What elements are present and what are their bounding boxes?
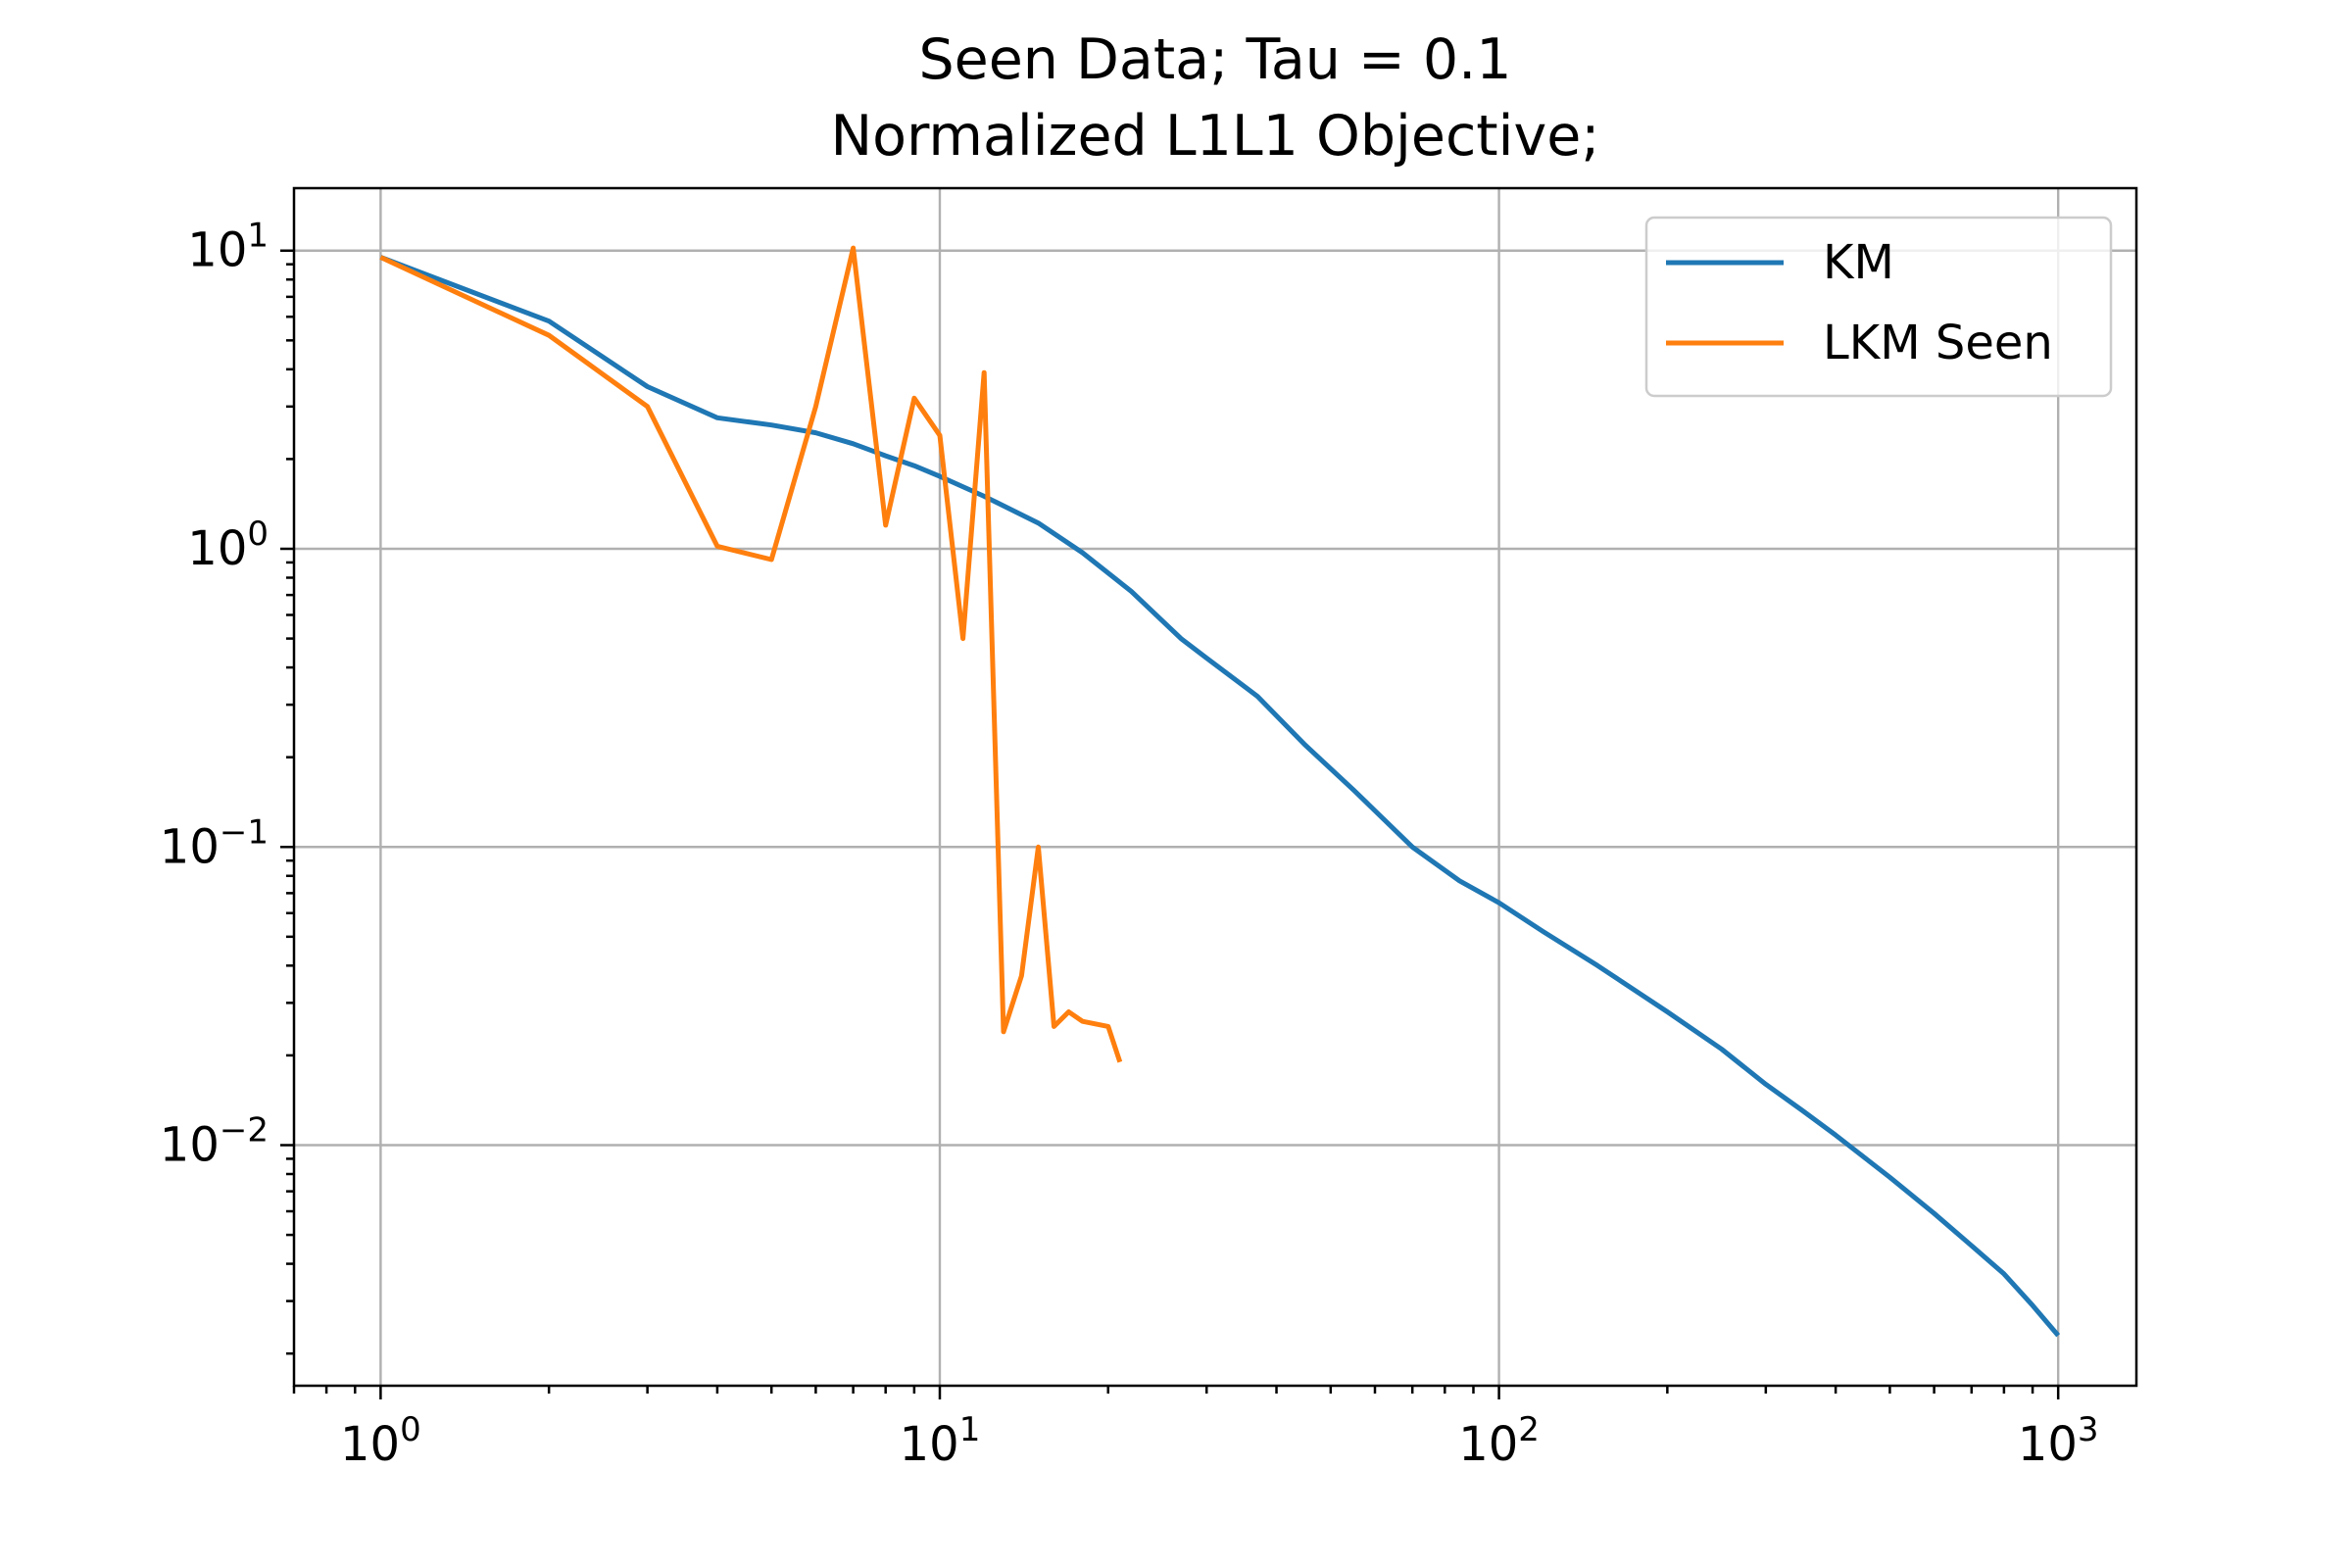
chart-title: Seen Data; Tau = 0.1 <box>918 27 1511 92</box>
y-tick-label-2: 10−1 <box>160 812 269 874</box>
legend-label-km: KM <box>1823 235 1894 290</box>
series-line-lkm-seen <box>379 245 1123 1063</box>
x-tick-label-0: 100 <box>340 1410 421 1472</box>
plot-lines <box>379 245 2061 1338</box>
x-tick-label-2: 102 <box>1458 1410 1540 1472</box>
plot-frame <box>292 186 2138 1388</box>
series-line-km <box>379 255 2061 1338</box>
x-tick-label-3: 103 <box>2018 1410 2099 1472</box>
axis-tick-labels: 100 101 102 103 101 100 10−1 10−2 <box>160 217 2099 1472</box>
legend-label-lkm-seen: LKM Seen <box>1823 316 2053 370</box>
chart-subtitle: Normalized L1L1 Objective; <box>830 104 1599 169</box>
axis-ticks <box>280 249 2060 1399</box>
legend: KM LKM Seen <box>1644 216 2113 398</box>
y-tick-label-1: 100 <box>187 514 269 576</box>
x-tick-label-1: 101 <box>900 1410 981 1472</box>
y-tick-label-0: 101 <box>187 217 269 278</box>
y-tick-label-3: 10−2 <box>160 1111 269 1173</box>
